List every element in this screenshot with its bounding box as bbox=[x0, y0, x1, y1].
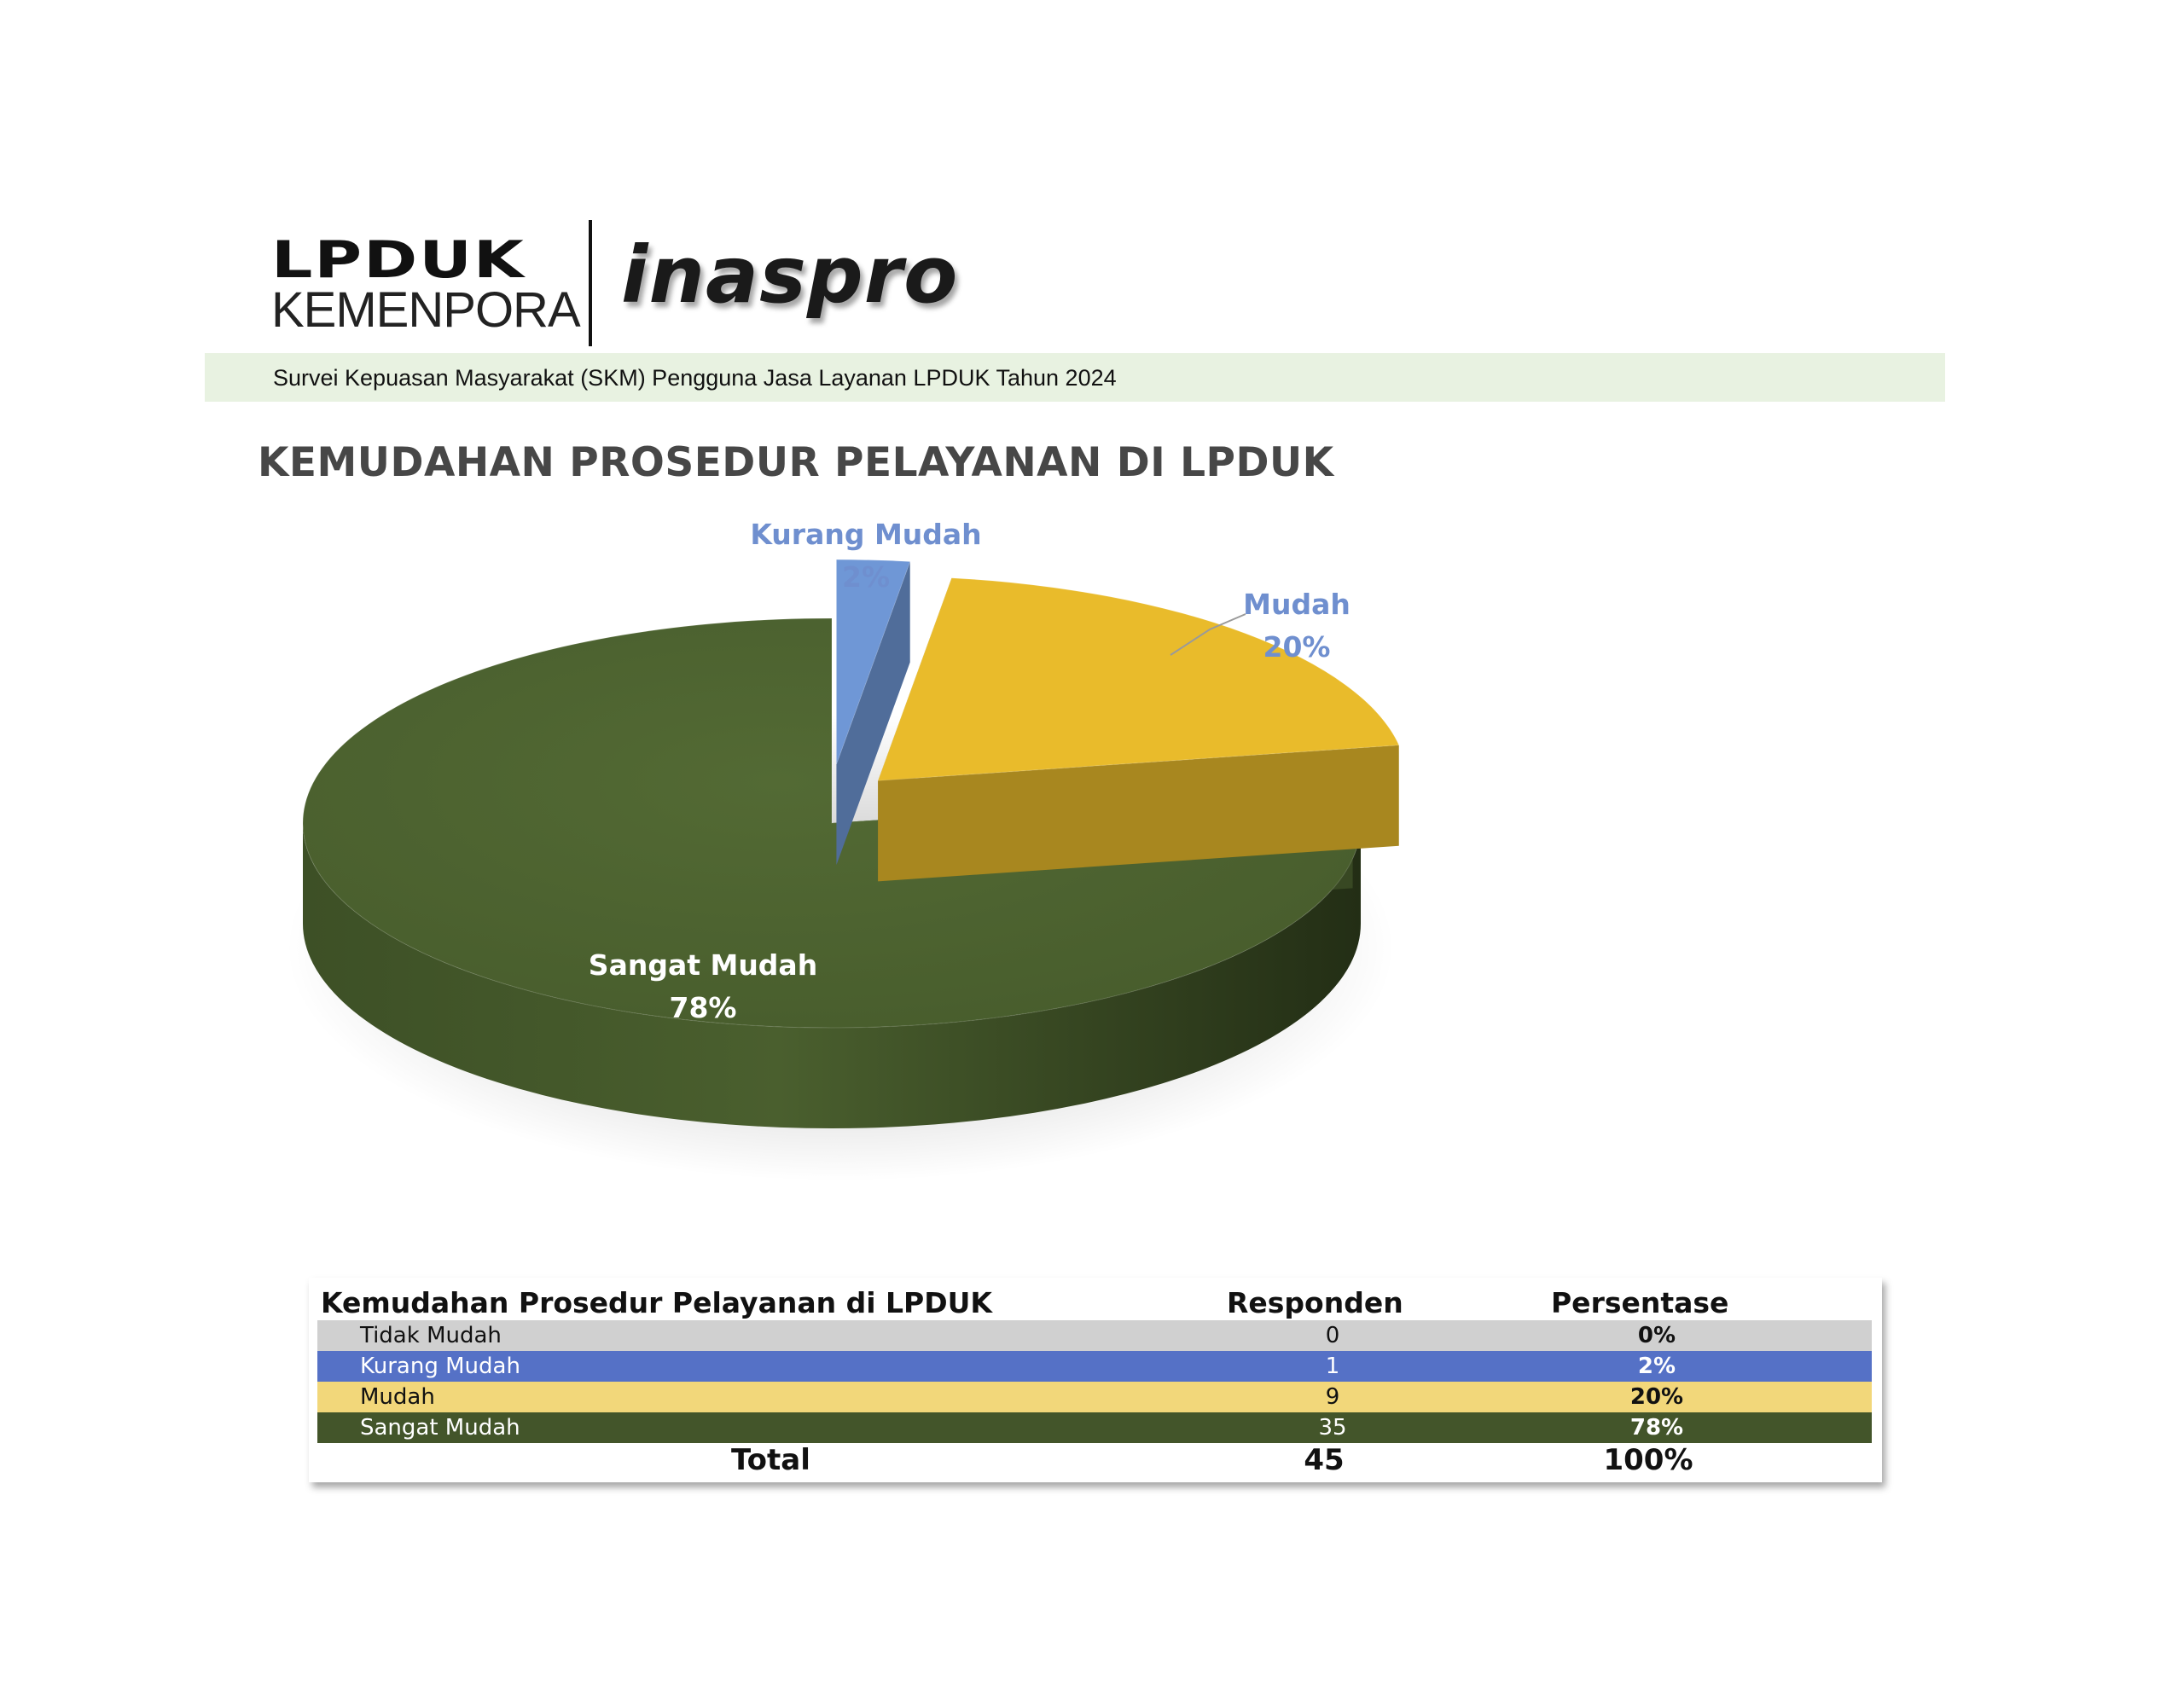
pie-slice-kurang-mudah bbox=[835, 559, 911, 866]
slice-label-name: Kurang Mudah bbox=[750, 518, 981, 551]
slice-label-percent: 20% bbox=[1263, 630, 1331, 664]
pie-slice-sangat-mudah bbox=[302, 617, 1362, 1128]
row-persentase: 20% bbox=[1629, 1384, 1684, 1410]
inaspro-logo: inaspro bbox=[621, 229, 959, 321]
logo-kemenpora-text: KEMENPORA bbox=[271, 282, 581, 338]
row-label: Sangat Mudah bbox=[360, 1415, 520, 1441]
pie-slice-mudah bbox=[877, 577, 1400, 882]
table-row: Tidak Mudah 0 0% bbox=[317, 1320, 1872, 1351]
row-responden: 9 bbox=[1325, 1384, 1340, 1410]
table-row: Mudah 9 20% bbox=[317, 1382, 1872, 1412]
row-persentase: 78% bbox=[1629, 1415, 1684, 1441]
table-header-responden: Responden bbox=[1227, 1286, 1403, 1319]
logo-divider bbox=[589, 220, 592, 346]
row-responden: 1 bbox=[1325, 1354, 1340, 1379]
row-responden: 0 bbox=[1325, 1323, 1340, 1348]
logo-lpduk-text: LPDUK bbox=[271, 229, 526, 289]
survey-subtitle: Survei Kepuasan Masyarakat (SKM) Penggun… bbox=[273, 365, 1117, 391]
total-responden: 45 bbox=[1304, 1443, 1345, 1477]
summary-table: Kemudahan Prosedur Pelayanan di LPDUK Re… bbox=[309, 1278, 1882, 1482]
total-persentase: 100% bbox=[1603, 1443, 1693, 1477]
row-persentase: 0% bbox=[1637, 1323, 1676, 1348]
row-label: Kurang Mudah bbox=[360, 1354, 520, 1379]
slice-label-name: Sangat Mudah bbox=[589, 948, 817, 982]
table-header-persentase: Persentase bbox=[1551, 1286, 1729, 1319]
row-persentase: 2% bbox=[1637, 1354, 1676, 1379]
row-label: Tidak Mudah bbox=[360, 1323, 502, 1348]
slice-label-name: Mudah bbox=[1243, 588, 1350, 621]
subtitle-bar: Survei Kepuasan Masyarakat (SKM) Penggun… bbox=[205, 353, 1945, 402]
row-label: Mudah bbox=[360, 1384, 435, 1410]
row-responden: 35 bbox=[1318, 1415, 1347, 1441]
slice-label-percent: 2% bbox=[842, 560, 890, 594]
total-label: Total bbox=[731, 1443, 810, 1477]
table-row: Kurang Mudah 1 2% bbox=[317, 1351, 1872, 1382]
slice-label-percent: 78% bbox=[670, 991, 737, 1024]
page-title: KEMUDAHAN PROSEDUR PELAYANAN DI LPDUK bbox=[258, 439, 1334, 486]
lpduk-logo: LPDUK KEMENPORA bbox=[271, 229, 581, 341]
table-header-label: Kemudahan Prosedur Pelayanan di LPDUK bbox=[321, 1286, 992, 1319]
mudah-leader-line bbox=[1170, 613, 1246, 656]
table-row: Sangat Mudah 35 78% bbox=[317, 1412, 1872, 1443]
